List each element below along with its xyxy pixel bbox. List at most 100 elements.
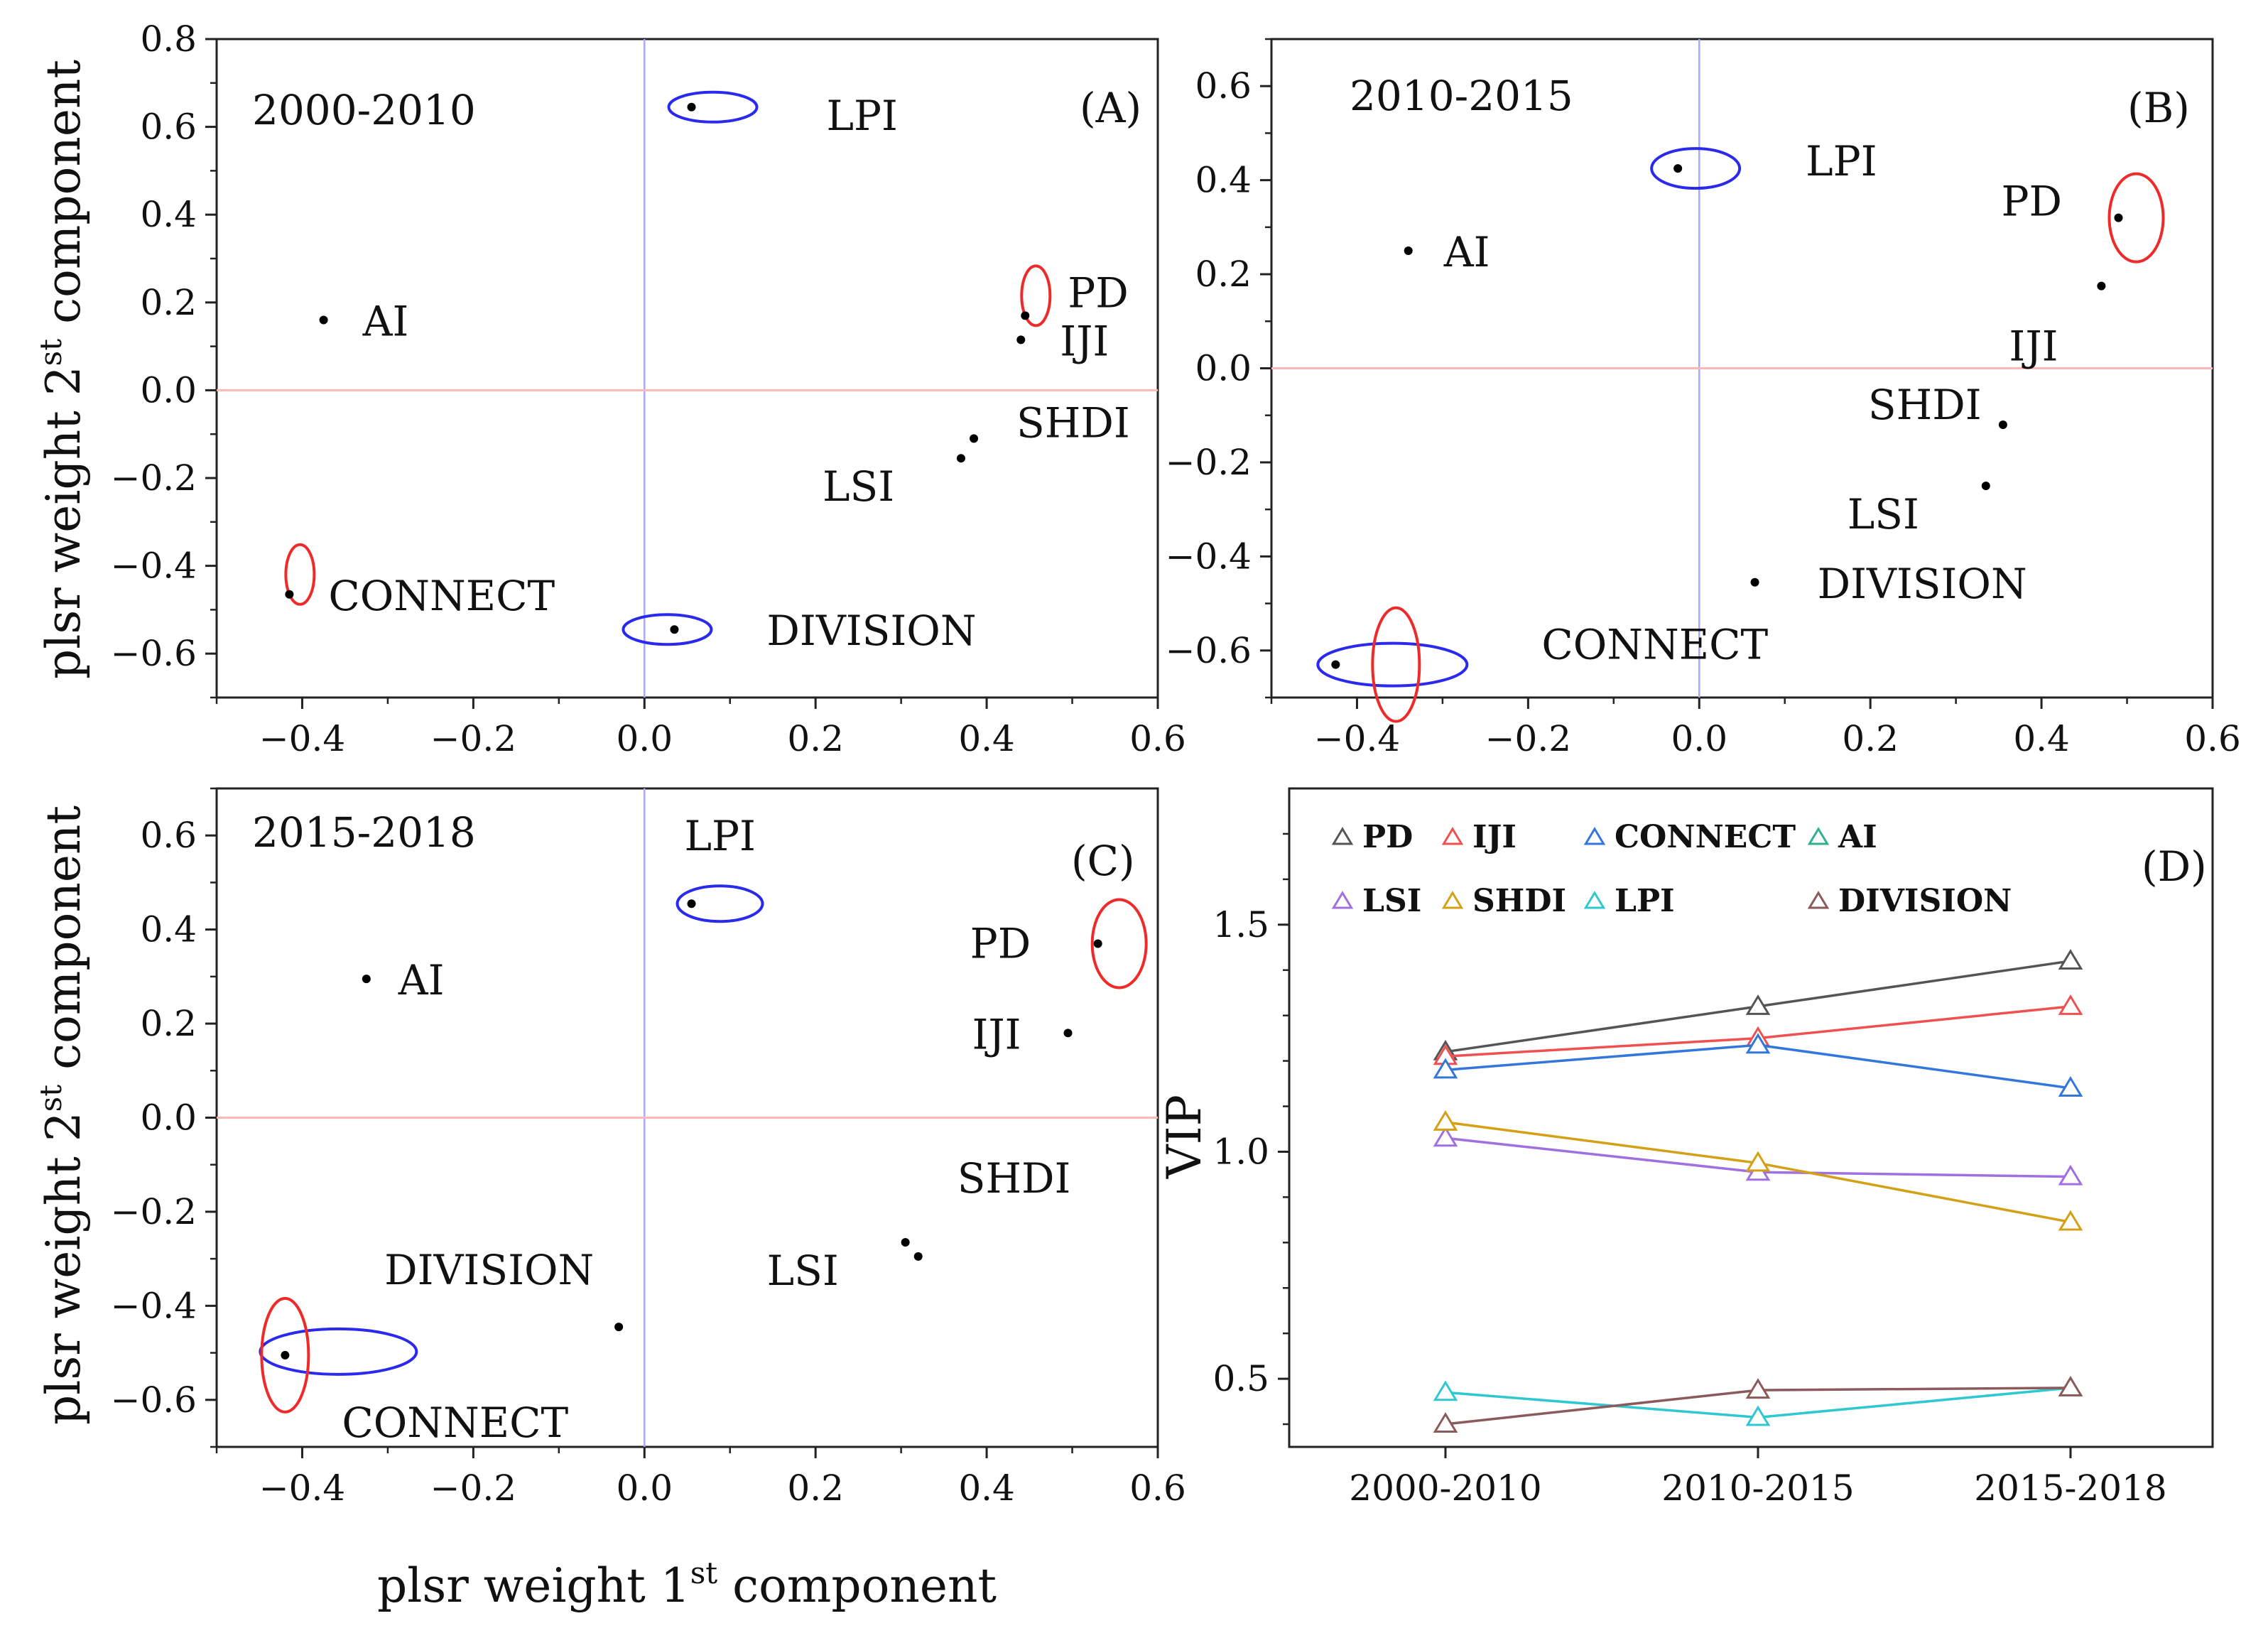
legend-marker-ai: [1807, 827, 1830, 845]
series-marker-pd: [2058, 949, 2083, 970]
series-marker-shdi: [1745, 1151, 1771, 1172]
panel-letter: (A): [1080, 84, 1141, 132]
legend-label-lsi: LSI: [1362, 883, 1421, 919]
x-tick-label: 0.6: [2184, 718, 2241, 759]
x-tick-label: 0.2: [787, 718, 844, 759]
point-lsi: [901, 1237, 910, 1247]
point-label-shdi: SHDI: [957, 1154, 1071, 1203]
y-tick-label: −0.6: [1166, 630, 1252, 671]
tick-layer: 2000-2010 2010-2015 2015-2018 0.5 1.0 1.5: [1212, 832, 2167, 1509]
highlight-ellipse-red: [2107, 172, 2165, 264]
tick-layer: −0.4 −0.2 0.0 0.2 0.4 0.6 −0.6 −0.4 −0.2 0.0 0.2 0.…: [1166, 38, 2241, 759]
highlight-ellipse-blue: [1650, 147, 1742, 190]
point-label-lsi: LSI: [823, 462, 894, 511]
point-connect: [1331, 660, 1340, 669]
panel-c: −0.4 −0.2 0.0 0.2 0.4 0.6 −0.6 −0.4 −0.2 0.0 0.2 0.…: [33, 787, 1186, 1613]
grid-layer: [217, 788, 1158, 1447]
series-marker-lsi: [1433, 1126, 1458, 1147]
y-tick-label: −0.2: [111, 1191, 197, 1232]
legend-marker-lpi: [1583, 891, 1606, 909]
legend-marker-connect: [1583, 827, 1606, 845]
y-tick-label: 0.2: [1195, 254, 1252, 295]
highlight-ellipse-red: [260, 1296, 310, 1414]
highlight-ellipse-red: [1090, 898, 1148, 989]
y-tick-label: 1.0: [1212, 1131, 1269, 1172]
grid-layer: [1271, 39, 2213, 698]
legend: PD IJI CONNECT AI LSI SHDI LPI DIVISION: [1331, 819, 2012, 919]
point-ai: [1404, 246, 1413, 255]
highlight-ellipse-blue: [1316, 641, 1469, 688]
point-connect: [281, 1350, 290, 1360]
x-tick-label: −0.4: [259, 718, 345, 759]
y-tick-label: 0.5: [1212, 1358, 1269, 1399]
highlight-ellipse-red: [1371, 606, 1421, 723]
point-lsi: [1981, 482, 1990, 491]
point-pd: [2114, 213, 2123, 222]
series-marker-iji: [2058, 994, 2083, 1015]
x-tick-label: −0.4: [259, 1467, 345, 1509]
point-label-pd: PD: [970, 920, 1031, 968]
x-tick-label: 0.6: [1129, 718, 1186, 759]
point-pd: [1093, 939, 1102, 948]
y-axis-title: VIP: [1157, 1095, 1212, 1179]
panel-letter: (C): [1071, 837, 1135, 885]
y-tick-label: 1.5: [1212, 904, 1269, 945]
legend-marker-pd: [1331, 827, 1354, 845]
point-label-shdi: SHDI: [1868, 381, 1982, 429]
point-label-connect: CONNECT: [1541, 621, 1768, 669]
point-label-iji: IJI: [2009, 322, 2058, 371]
series-marker-division: [2058, 1375, 2083, 1396]
y-tick-label: −0.6: [111, 633, 197, 674]
y-tick-label: −0.2: [1166, 442, 1252, 483]
point-division: [1750, 577, 1759, 587]
y-axis-title: plsr weight 2st component: [33, 805, 91, 1425]
point-ai: [362, 975, 371, 984]
x-tick-label: 0.0: [1671, 718, 1728, 759]
y-tick-label: 0.4: [1195, 160, 1252, 201]
point-label-lsi: LSI: [767, 1247, 839, 1295]
period-label: 2015-2018: [252, 808, 476, 857]
y-tick-label: 0.0: [140, 369, 197, 411]
x-tick-label: 2010-2015: [1661, 1467, 1854, 1509]
x-tick-label: −0.2: [430, 718, 516, 759]
point-lpi: [1673, 164, 1683, 173]
point-shdi: [913, 1252, 923, 1261]
legend-label-lpi: LPI: [1615, 883, 1675, 919]
legend-marker-shdi: [1441, 891, 1464, 909]
series-marker-lsi: [2058, 1164, 2083, 1186]
y-tick-label: 0.0: [1195, 348, 1252, 389]
point-label-lpi: LPI: [1806, 137, 1877, 185]
y-tick-label: 0.2: [140, 1003, 197, 1044]
series-marker-lpi: [1433, 1380, 1458, 1401]
grid-layer: [217, 39, 1158, 698]
y-tick-label: 0.0: [140, 1097, 197, 1139]
series-marker-connect: [1745, 1033, 1771, 1054]
series-marker-shdi: [2058, 1210, 2083, 1231]
series-marker-shdi: [1433, 1110, 1458, 1131]
legend-label-pd: PD: [1362, 819, 1413, 855]
point-shdi: [1998, 420, 2007, 429]
point-label-division: DIVISION: [384, 1246, 594, 1294]
point-shdi: [970, 434, 979, 443]
point-layer: LPI AI PD IJI SHDI LSI DIVISION CONNECT: [1331, 137, 2123, 669]
tick-layer: −0.4 −0.2 0.0 0.2 0.4 0.6 −0.6 −0.4 −0.2 0.0 0.2 0.…: [111, 787, 1186, 1509]
x-axis-title: plsr weight 1st component: [377, 1556, 997, 1613]
point-division: [614, 1323, 624, 1332]
y-tick-label: 0.6: [140, 107, 197, 148]
point-label-ai: AI: [398, 956, 445, 1004]
legend-label-shdi: SHDI: [1472, 883, 1566, 919]
point-layer: LPI AI PD IJI SHDI LSI DIVISION CONNECT: [281, 812, 1102, 1447]
point-label-lsi: LSI: [1848, 490, 1919, 538]
point-label-lpi: LPI: [827, 92, 898, 140]
point-iji: [2097, 281, 2106, 291]
point-division: [670, 625, 679, 634]
x-tick-label: −0.2: [1485, 718, 1571, 759]
x-tick-label: −0.4: [1314, 718, 1400, 759]
point-label-iji: IJI: [1060, 317, 1109, 365]
panel-d: 2000-2010 2010-2015 2015-2018 0.5 1.0 1.5 PD I…: [1157, 787, 2214, 1509]
period-label: 2000-2010: [252, 86, 476, 134]
line-layer: [1433, 949, 2083, 1433]
x-tick-label: 0.2: [1842, 718, 1899, 759]
